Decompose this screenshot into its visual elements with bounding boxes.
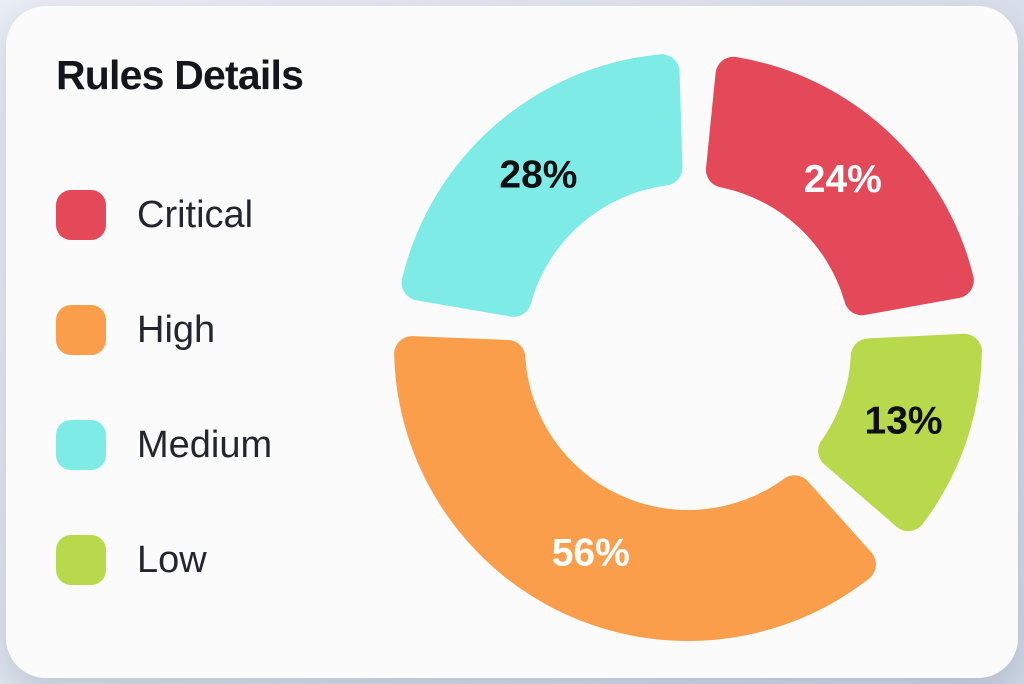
slice-value-label-low: 13% [865, 400, 943, 443]
slice-value-label-high: 56% [552, 532, 630, 575]
slice-low[interactable] [818, 333, 982, 532]
slice-medium[interactable] [401, 54, 683, 317]
legend-item-high[interactable]: High [56, 305, 272, 355]
legend-item-critical[interactable]: Critical [56, 190, 272, 240]
legend-label: Medium [137, 424, 273, 466]
page-title: Rules Details [56, 52, 304, 98]
legend-label: High [137, 309, 216, 351]
slice-critical[interactable] [705, 56, 974, 316]
slice-value-label-critical: 24% [804, 158, 882, 201]
rules-details-card: Rules Details Critical High Medium Low 2… [6, 6, 1018, 678]
slice-high[interactable] [394, 336, 876, 642]
legend-item-medium[interactable]: Medium [56, 420, 272, 470]
legend-swatch-icon [56, 305, 106, 355]
legend-swatch-icon [56, 190, 106, 240]
legend-label: Low [137, 539, 207, 581]
legend-swatch-icon [56, 420, 106, 470]
legend-item-low[interactable]: Low [56, 535, 272, 585]
slice-value-label-medium: 28% [499, 153, 577, 196]
legend-label: Critical [137, 194, 254, 236]
legend: Critical High Medium Low [56, 190, 272, 585]
legend-swatch-icon [56, 535, 106, 585]
